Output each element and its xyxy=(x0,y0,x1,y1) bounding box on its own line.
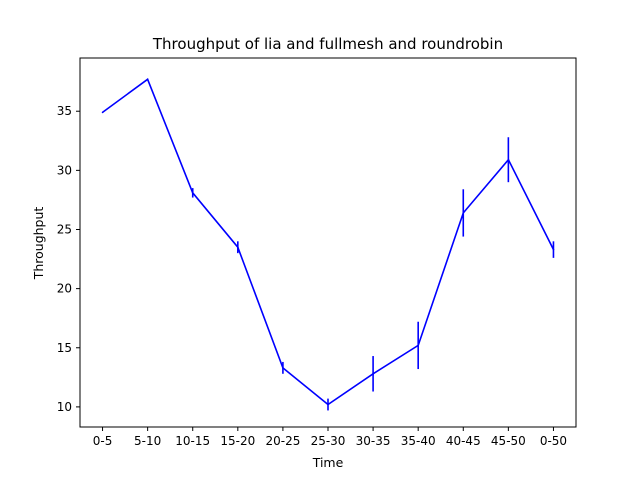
y-tick-label: 20 xyxy=(57,282,72,296)
x-tick-label: 40-45 xyxy=(446,434,481,448)
data-point xyxy=(462,212,465,214)
x-axis: 0-5 5-10 10-15 15-20 20-25 25-30 30-35 35-40 40-… xyxy=(93,427,567,448)
x-tick-label: 30-35 xyxy=(356,434,391,448)
data-point xyxy=(282,367,284,369)
x-tick-label: 35-40 xyxy=(401,434,436,448)
x-tick-label: 10-15 xyxy=(175,434,210,448)
y-axis: 10 15 20 25 30 35 xyxy=(57,104,80,414)
x-tick-label: 0-5 xyxy=(93,434,113,448)
data-point xyxy=(101,111,104,114)
data-point xyxy=(237,246,239,249)
y-tick-label: 15 xyxy=(57,341,72,355)
data-point xyxy=(372,372,374,375)
x-axis-label: Time xyxy=(312,455,344,470)
series-line xyxy=(102,78,555,406)
y-tick-label: 30 xyxy=(57,163,72,177)
x-tick-label: 0-50 xyxy=(540,434,567,448)
plot-area xyxy=(101,78,555,411)
data-point xyxy=(146,78,149,81)
y-tick-label: 10 xyxy=(57,400,72,414)
data-point xyxy=(191,192,194,194)
data-point xyxy=(507,158,510,161)
x-tick-label: 25-30 xyxy=(311,434,346,448)
x-tick-label: 5-10 xyxy=(134,434,161,448)
data-point xyxy=(552,248,555,251)
plot-frame xyxy=(79,57,577,428)
y-axis-label: Throughput xyxy=(31,207,46,281)
y-tick-label: 25 xyxy=(57,222,72,236)
data-point xyxy=(327,403,329,406)
data-point xyxy=(417,344,419,347)
chart-title: Throughput of lia and fullmesh and round… xyxy=(152,35,503,53)
x-tick-label: 15-20 xyxy=(220,434,255,448)
x-tick-label: 20-25 xyxy=(265,434,300,448)
x-tick-label: 45-50 xyxy=(491,434,526,448)
y-tick-label: 35 xyxy=(57,104,72,118)
